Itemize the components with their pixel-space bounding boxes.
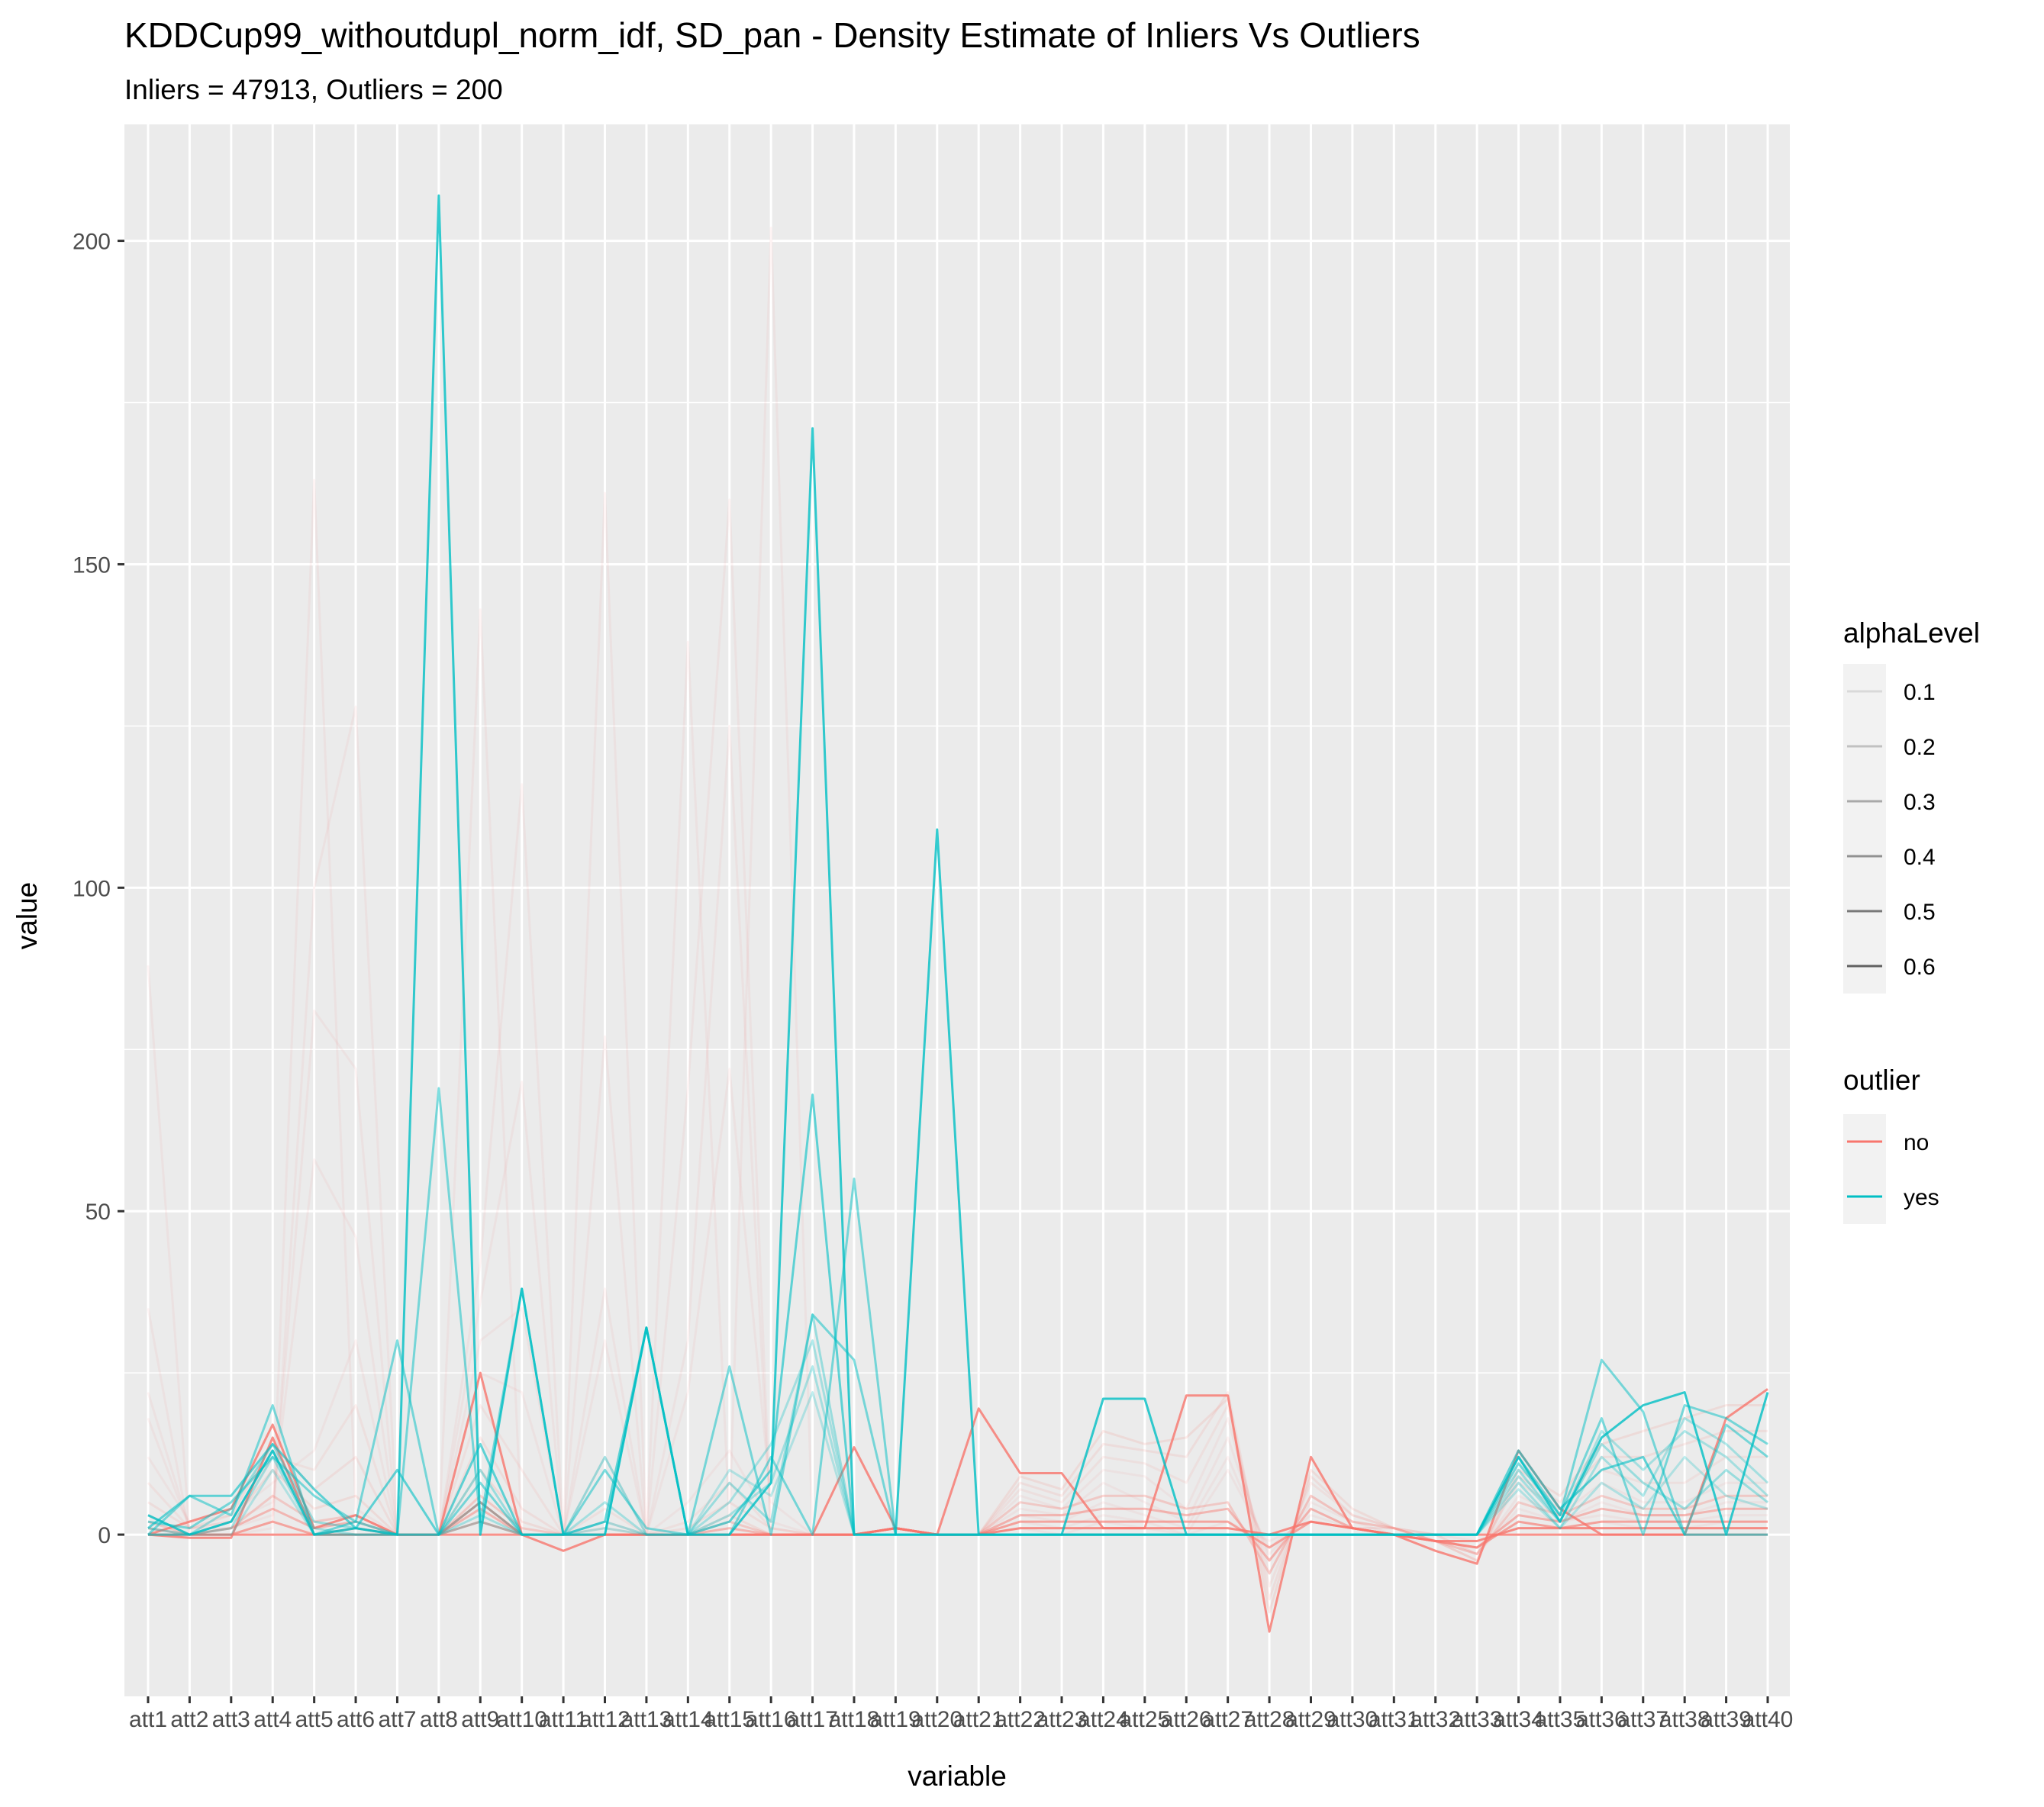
chart-title: KDDCup99_withoutdupl_norm_idf, SD_pan - … (124, 15, 1420, 55)
x-tick-label: att16 (746, 1707, 797, 1732)
legend-label-alpha: 0.3 (1904, 790, 1936, 815)
y-axis-label: value (11, 882, 43, 949)
x-tick-label: att15 (704, 1707, 755, 1732)
y-tick-label: 0 (98, 1523, 111, 1548)
x-tick-label: att30 (1327, 1707, 1378, 1732)
x-tick-label: att26 (1161, 1707, 1212, 1732)
legend-key-background (1843, 774, 1886, 829)
x-tick-label: att31 (1369, 1707, 1420, 1732)
x-tick-label: att12 (579, 1707, 630, 1732)
x-tick-label: att14 (663, 1707, 714, 1732)
x-tick-label: att18 (829, 1707, 880, 1732)
y-axis: 0 50 100 150 200 (73, 230, 124, 1548)
x-tick-label: att23 (1037, 1707, 1088, 1732)
legend-title-alphaLevel: alphaLevel (1843, 617, 1980, 649)
x-tick-label: att9 (461, 1707, 499, 1732)
series-line-yes (148, 1339, 1769, 1536)
legend-label-alpha: 0.4 (1904, 845, 1936, 870)
x-tick-label: att1 (129, 1707, 167, 1732)
x-tick-label: att24 (1078, 1707, 1129, 1732)
panel-background (124, 124, 1790, 1696)
legend-key-background (1843, 829, 1886, 884)
series-line-yes (147, 1313, 1768, 1536)
x-tick-label: att37 (1617, 1707, 1668, 1732)
legend-outlier: outlier no yes (1843, 1065, 1939, 1224)
x-tick-label: att22 (995, 1707, 1046, 1732)
x-tick-label: att27 (1202, 1707, 1253, 1732)
x-tick-label: att29 (1285, 1707, 1336, 1732)
x-axis: att1 att2 att3 att4 att5 att6 att7 att8 att9att1… (129, 1696, 1793, 1732)
x-tick-label: att34 (1493, 1707, 1544, 1732)
series-line-yes (147, 1177, 1768, 1536)
legend-label-outlier: no (1904, 1130, 1929, 1155)
x-tick-label: att6 (337, 1707, 375, 1732)
grid-major (124, 124, 1790, 1696)
x-tick-label: att35 (1535, 1707, 1586, 1732)
legend-label-alpha: 0.6 (1904, 955, 1936, 980)
series-group-yes (147, 194, 1769, 1536)
x-tick-label: att33 (1452, 1707, 1503, 1732)
legend-key-background (1843, 719, 1886, 774)
x-tick-label: att20 (911, 1707, 962, 1732)
legend-title-outlier: outlier (1843, 1065, 1920, 1096)
x-tick-label: att32 (1410, 1707, 1461, 1732)
legend-alphaLevel: alphaLevel 0.1 0.2 0.3 0.4 0.5 0.6 (1843, 617, 1980, 994)
series-line-yes (148, 1391, 1768, 1536)
x-tick-label: att38 (1659, 1707, 1710, 1732)
x-tick-label: att8 (420, 1707, 458, 1732)
legend-label-alpha: 0.5 (1904, 900, 1936, 925)
x-tick-label: att7 (378, 1707, 416, 1732)
x-tick-label: att19 (870, 1707, 921, 1732)
chart-subtitle: Inliers = 47913, Outliers = 200 (124, 74, 503, 105)
y-tick-label: 150 (73, 552, 111, 578)
x-tick-label: att25 (1119, 1707, 1170, 1732)
legend-label-alpha: 0.1 (1904, 680, 1936, 705)
x-tick-label: att36 (1576, 1707, 1627, 1732)
x-tick-label: att3 (212, 1707, 250, 1732)
legend-label-outlier: yes (1904, 1185, 1939, 1210)
x-tick-label: att39 (1701, 1707, 1752, 1732)
y-tick-label: 50 (85, 1200, 111, 1225)
x-tick-label: att40 (1743, 1707, 1794, 1732)
x-tick-label: att2 (170, 1707, 208, 1732)
legend-key-background (1843, 664, 1886, 719)
x-axis-label: variable (908, 1760, 1007, 1792)
x-tick-label: att10 (496, 1707, 547, 1732)
plot-panel (124, 124, 1790, 1696)
x-tick-label: att11 (539, 1707, 588, 1732)
legend-label-alpha: 0.2 (1904, 735, 1936, 760)
x-tick-label: att21 (953, 1707, 1004, 1732)
x-tick-label: att28 (1244, 1707, 1295, 1732)
x-tick-label: att4 (253, 1707, 292, 1732)
x-tick-label: att13 (621, 1707, 672, 1732)
y-tick-label: 100 (73, 876, 111, 901)
x-tick-label: att5 (295, 1707, 334, 1732)
y-tick-label: 200 (73, 230, 111, 255)
x-tick-label: att17 (787, 1707, 838, 1732)
series-line-yes (148, 1365, 1769, 1536)
